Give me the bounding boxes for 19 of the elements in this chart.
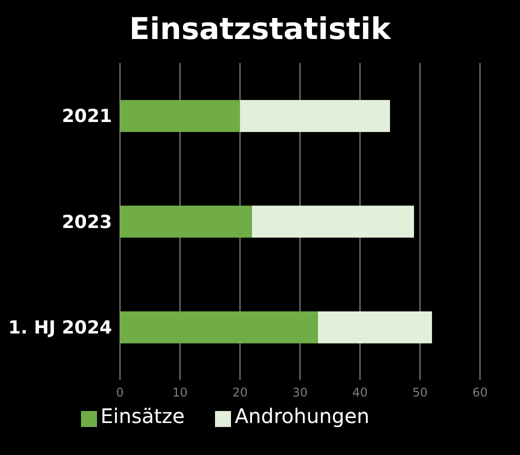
x-tick-label: 40 xyxy=(352,386,368,400)
x-tick-label: 20 xyxy=(232,386,248,400)
x-tick-label: 60 xyxy=(472,386,488,400)
bar xyxy=(318,311,432,344)
x-tick-label: 10 xyxy=(172,386,188,400)
bar xyxy=(120,206,252,238)
y-tick-label: 1. HJ 2024 xyxy=(8,318,112,339)
bar xyxy=(120,100,240,132)
legend-label: Androhungen xyxy=(234,404,370,428)
bar xyxy=(252,206,414,238)
x-tick-label: 30 xyxy=(292,386,308,400)
y-tick-label: 2023 xyxy=(62,212,112,233)
legend-label: Einsätze xyxy=(100,404,185,428)
x-tick-label: 50 xyxy=(412,386,428,400)
x-tick-label: 0 xyxy=(116,386,124,400)
bar xyxy=(240,100,390,132)
y-tick-label: 2021 xyxy=(62,106,112,128)
bar xyxy=(120,311,318,344)
chart-title: Einsatzstatistik xyxy=(128,12,392,47)
